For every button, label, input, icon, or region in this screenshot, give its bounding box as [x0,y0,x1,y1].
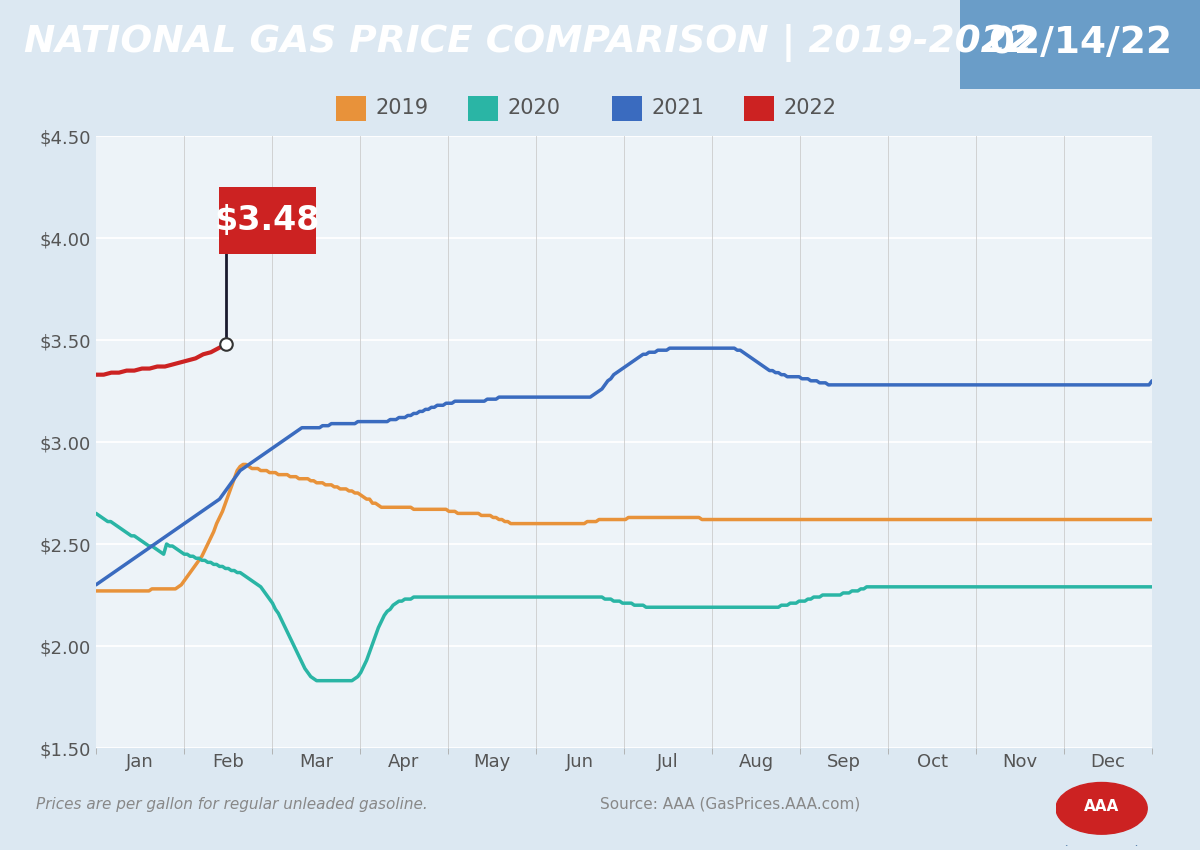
Circle shape [1056,783,1147,834]
Text: 2022: 2022 [784,99,836,118]
Text: Source: AAA (GasPrices.AAA.com): Source: AAA (GasPrices.AAA.com) [600,796,860,812]
FancyBboxPatch shape [220,187,316,254]
FancyBboxPatch shape [468,96,498,122]
Text: $3.48: $3.48 [215,204,320,237]
Text: Prices are per gallon for regular unleaded gasoline.: Prices are per gallon for regular unlead… [36,796,427,812]
Text: 2020: 2020 [508,99,560,118]
FancyBboxPatch shape [744,96,774,122]
Text: AAA: AAA [1084,799,1120,813]
Text: 2021: 2021 [652,99,704,118]
Text: 02/14/22: 02/14/22 [988,25,1172,61]
FancyBboxPatch shape [960,0,1200,89]
Text: NATIONAL GAS PRICE COMPARISON | 2019-2022: NATIONAL GAS PRICE COMPARISON | 2019-202… [24,24,1033,62]
Text: 2019: 2019 [376,99,428,118]
FancyBboxPatch shape [336,96,366,122]
FancyBboxPatch shape [612,96,642,122]
